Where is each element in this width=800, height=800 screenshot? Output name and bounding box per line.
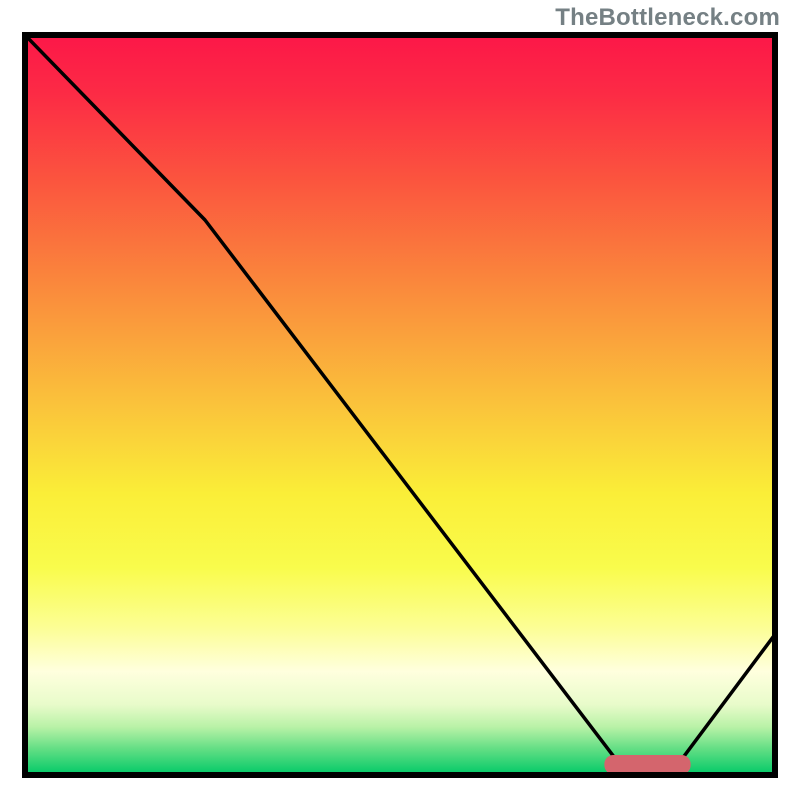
chart-frame: TheBottleneck.com bbox=[0, 0, 800, 800]
optimal-range-marker bbox=[604, 755, 690, 774]
bottleneck-chart bbox=[0, 0, 800, 800]
watermark-text: TheBottleneck.com bbox=[555, 4, 780, 32]
gradient-background bbox=[25, 35, 775, 775]
